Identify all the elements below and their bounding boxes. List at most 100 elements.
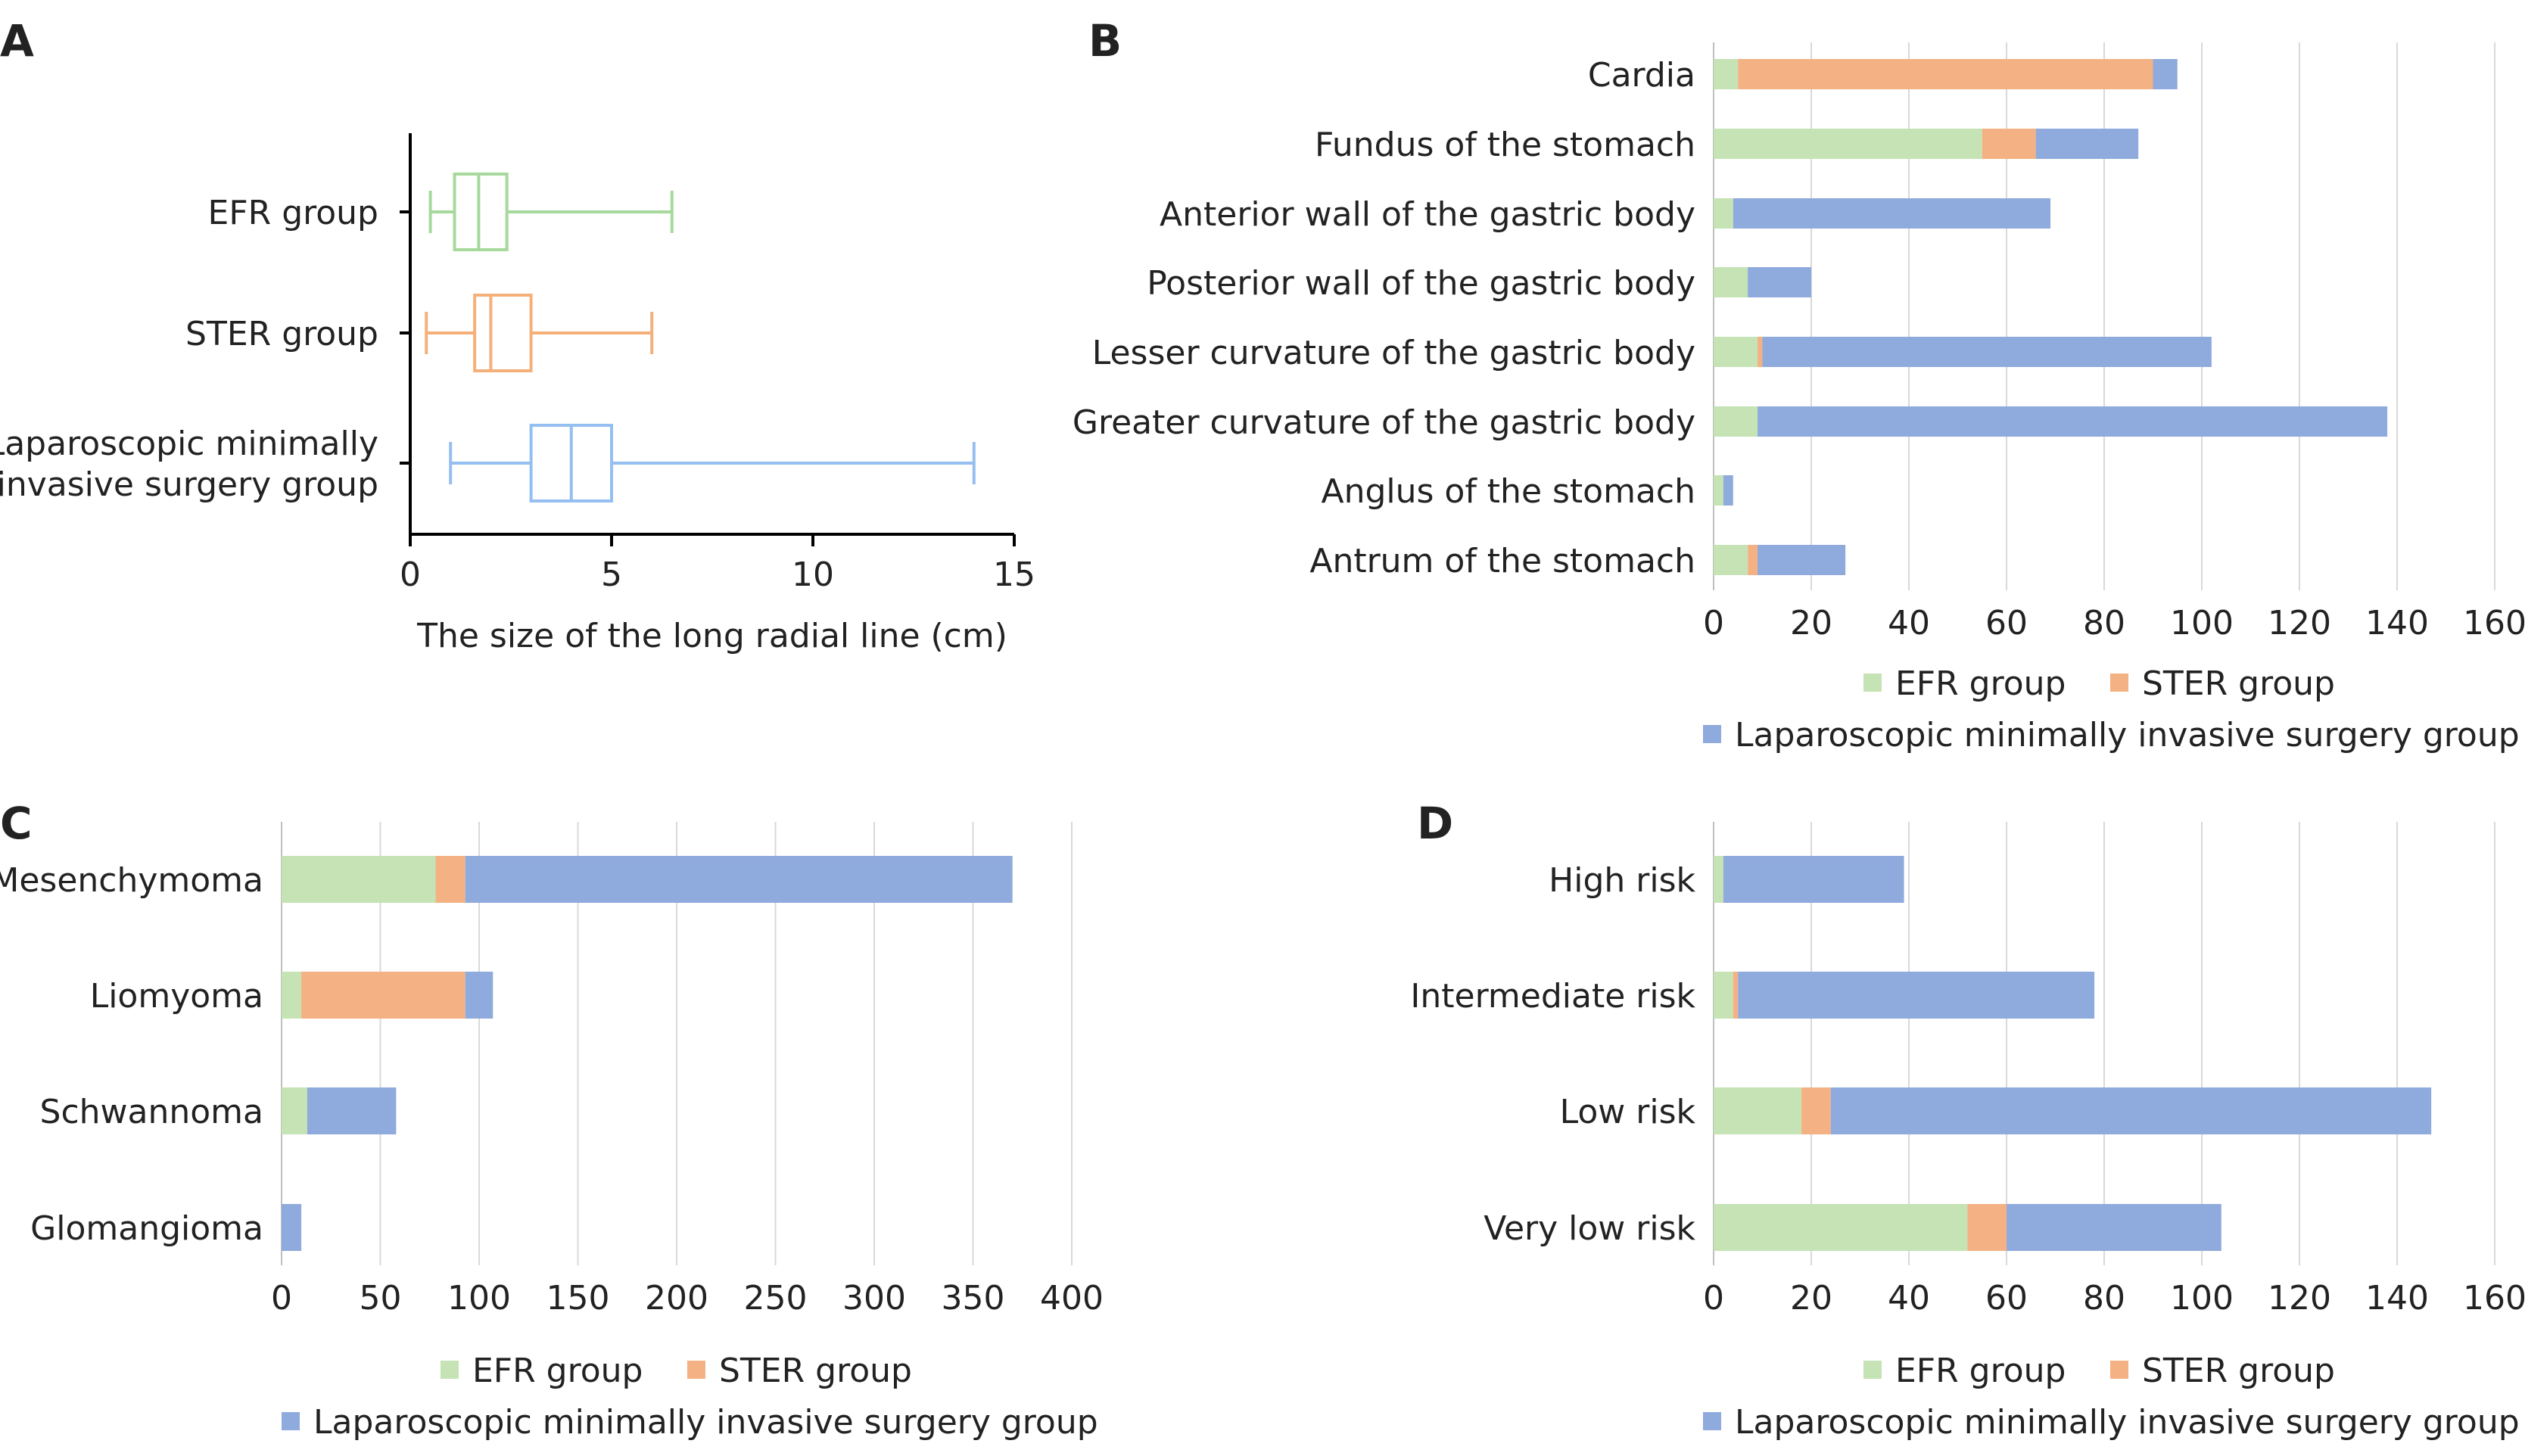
legend-label: STER group [2142, 664, 2335, 703]
x-tick-label: 50 [360, 1279, 402, 1318]
panel-b-bar-chart: 0 20 40 60 80 100 120 140 160 Cardia Fundus of the… [1073, 42, 2525, 754]
legend-swatch-ster-group [2110, 1361, 2128, 1379]
bar-laparoscopic-minimally-invasive-surgery-group-glomangioma [282, 1204, 302, 1251]
category-label: Low risk [1560, 1093, 1696, 1131]
legend-swatch-laparoscopic-minimally-invasive-surgery-group [282, 1412, 300, 1430]
bar-efr-group-high-risk [1714, 856, 1723, 903]
bar-efr-group-low-risk [1714, 1087, 1802, 1134]
x-tick-label: 100 [2170, 604, 2234, 642]
x-tick-label: 160 [2463, 604, 2525, 642]
x-tick-label: 120 [2268, 1279, 2331, 1318]
legend-swatch-ster-group [687, 1361, 705, 1379]
x-tick-label: 200 [645, 1279, 708, 1318]
bar-efr-group-intermediate-risk [1714, 972, 1733, 1019]
x-tick-label: 0 [271, 1279, 292, 1318]
bar-efr-group-mesenchymoma [282, 856, 436, 903]
bar-ster-group-fundus-of-the-stomach [1982, 129, 2036, 159]
bar-efr-group-lesser-curvature-of-the-gastric-body [1714, 337, 1758, 367]
x-tick-label: 80 [2083, 604, 2125, 642]
bar-laparoscopic-minimally-invasive-surgery-group-high-risk [1723, 856, 1904, 903]
bar-efr-group-schwannoma [282, 1087, 307, 1134]
x-tick-label: 400 [1040, 1279, 1104, 1318]
bar-laparoscopic-minimally-invasive-surgery-group-greater-curvature-of-the-gastric-body [1758, 406, 2388, 437]
x-tick-label: 300 [842, 1279, 906, 1318]
bar-efr-group-antrum-of-the-stomach [1714, 545, 1748, 575]
bar-laparoscopic-minimally-invasive-surgery-group-antrum-of-the-stomach [1758, 545, 1846, 575]
bar-efr-group-cardia [1714, 59, 1739, 89]
bar-ster-group-antrum-of-the-stomach [1748, 545, 1758, 575]
bar-ster-group-mesenchymoma [435, 856, 465, 903]
category-label: Mesenchymoma [0, 861, 263, 900]
category-label: Intermediate risk [1410, 977, 1695, 1016]
bar-laparoscopic-minimally-invasive-surgery-group-cardia [2153, 59, 2178, 89]
x-tick-label: 0 [1703, 1279, 1724, 1318]
bar-laparoscopic-minimally-invasive-surgery-group-anglus-of-the-stomach [1723, 475, 1733, 506]
panel-d-letter: D [1417, 798, 1453, 849]
x-axis-title: The size of the long radial line (cm) [416, 617, 1007, 655]
legend-swatch-laparoscopic-minimally-invasive-surgery-group [1703, 1412, 1721, 1430]
bar-efr-group-very-low-risk [1714, 1204, 1968, 1251]
x-tick-label: 100 [447, 1279, 511, 1318]
x-tick-label: 100 [2170, 1279, 2234, 1318]
legend-swatch-ster-group [2110, 674, 2128, 692]
bar-efr-group-fundus-of-the-stomach [1714, 129, 1982, 159]
category-label: Schwannoma [40, 1093, 263, 1131]
x-tick-label: 40 [1888, 604, 1930, 642]
panel-c-letter: C [0, 798, 33, 849]
category-label: Glomangioma [30, 1209, 263, 1248]
legend-label: STER group [719, 1352, 912, 1390]
panel-a-boxplot: 0 5 10 15 The size of the long radial line (… [0, 133, 1035, 655]
bar-ster-group-very-low-risk [1967, 1204, 2007, 1251]
bar-laparoscopic-minimally-invasive-surgery-group-intermediate-risk [1738, 972, 2095, 1019]
category-label: Liomyoma [90, 977, 263, 1016]
x-tick-label: 120 [2268, 604, 2331, 642]
bar-ster-group-liomyoma [301, 972, 465, 1019]
legend-swatch-efr-group [1863, 1361, 1882, 1379]
category-label: Very low risk [1484, 1209, 1695, 1248]
category-label: Fundus of the stomach [1315, 126, 1695, 164]
x-tick-label: 150 [546, 1279, 610, 1318]
x-tick-label: 60 [1985, 604, 2028, 642]
bar-laparoscopic-minimally-invasive-surgery-group-low-risk [1830, 1087, 2432, 1134]
x-tick-label: 160 [2463, 1279, 2525, 1318]
category-label: Laparoscopic minimally [0, 425, 378, 463]
x-tick-label: 20 [1790, 1279, 1832, 1318]
x-tick-label: 0 [400, 555, 421, 594]
legend-swatch-efr-group [441, 1361, 459, 1379]
panel-b-letter: B [1088, 15, 1122, 67]
x-tick-label: 5 [601, 555, 622, 594]
legend-swatch-laparoscopic-minimally-invasive-surgery-group [1703, 725, 1721, 743]
bar-laparoscopic-minimally-invasive-surgery-group-schwannoma [307, 1087, 397, 1134]
legend-label: Laparoscopic minimally invasive surgery … [313, 1403, 1098, 1442]
legend-label: EFR group [1895, 664, 2066, 703]
x-tick-label: 80 [2083, 1279, 2125, 1318]
bar-efr-group-greater-curvature-of-the-gastric-body [1714, 406, 1758, 437]
category-label: STER group [185, 315, 378, 353]
bar-efr-group-liomyoma [282, 972, 302, 1019]
category-label: Cardia [1588, 56, 1695, 95]
x-tick-label: 0 [1703, 604, 1724, 642]
category-label: invasive surgery group [0, 465, 378, 504]
legend-label: EFR group [1895, 1352, 2066, 1390]
x-tick-label: 350 [942, 1279, 1005, 1318]
x-tick-label: 10 [792, 555, 834, 594]
x-tick-label: 140 [2365, 604, 2429, 642]
category-label: Anterior wall of the gastric body [1160, 195, 1695, 234]
category-label: Posterior wall of the gastric body [1147, 264, 1695, 303]
x-tick-label: 15 [993, 555, 1035, 594]
efr-group-box [453, 173, 509, 251]
bar-laparoscopic-minimally-invasive-surgery-group-mesenchymoma [465, 856, 1013, 903]
legend-label: Laparoscopic minimally invasive surgery … [1735, 1403, 2520, 1442]
x-tick-label: 40 [1888, 1279, 1930, 1318]
bar-laparoscopic-minimally-invasive-surgery-group-fundus-of-the-stomach [2035, 129, 2139, 159]
panel-a-letter: A [0, 15, 34, 67]
category-label: High risk [1549, 861, 1695, 900]
x-tick-label: 20 [1790, 604, 1832, 642]
bar-laparoscopic-minimally-invasive-surgery-group-anterior-wall-of-the-gastric-body [1733, 198, 2051, 229]
bar-laparoscopic-minimally-invasive-surgery-group-lesser-curvature-of-the-gastric-body [1762, 337, 2212, 367]
bar-ster-group-intermediate-risk [1733, 972, 1739, 1019]
category-label: Greater curvature of the gastric body [1073, 403, 1695, 442]
category-label: Lesser curvature of the gastric body [1092, 334, 1695, 372]
legend-label: EFR group [472, 1352, 643, 1390]
